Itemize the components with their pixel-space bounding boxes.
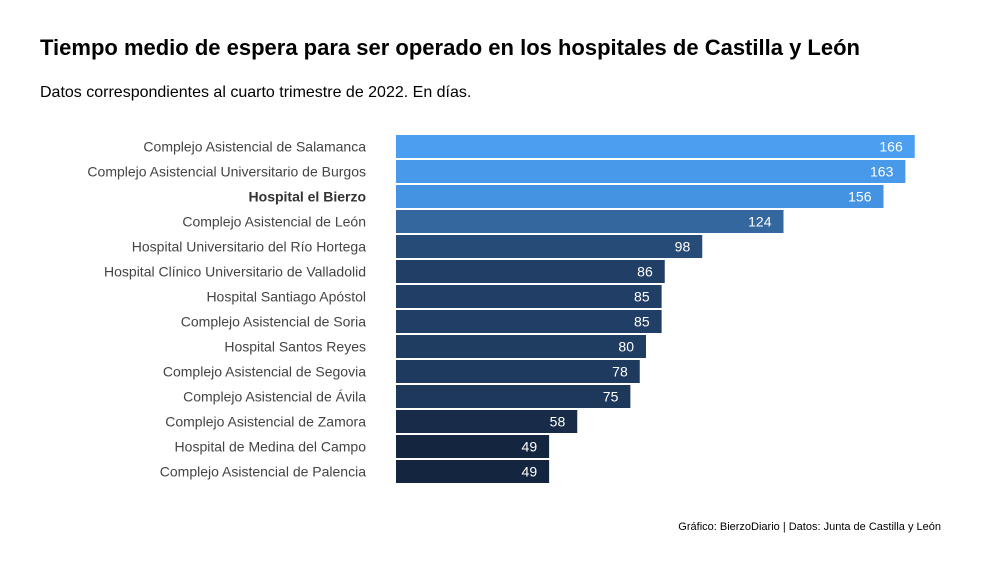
category-label: Hospital Clínico Universitario de Vallad…: [104, 264, 366, 280]
chart-title: Tiempo medio de espera para ser operado …: [40, 35, 860, 60]
value-label: 85: [634, 314, 650, 330]
bar: [396, 135, 915, 158]
chart-source: Gráfico: BierzoDiario | Datos: Junta de …: [678, 521, 941, 533]
bar: [396, 185, 884, 208]
category-label: Hospital Santos Reyes: [224, 339, 366, 355]
value-label: 75: [603, 389, 619, 405]
bar: [396, 160, 906, 183]
bar: [396, 410, 578, 433]
category-label: Complejo Asistencial de Soria: [181, 314, 366, 330]
bars-group: [396, 135, 915, 483]
bar: [396, 385, 631, 408]
value-label: 49: [522, 439, 538, 455]
bar: [396, 335, 646, 358]
category-label: Complejo Asistencial de Zamora: [165, 414, 366, 430]
value-label: 124: [748, 214, 772, 230]
category-label: Hospital el Bierzo: [249, 189, 366, 205]
category-label: Complejo Asistencial de Ávila: [183, 389, 366, 405]
value-label: 163: [870, 164, 894, 180]
bar: [396, 260, 665, 283]
bar: [396, 360, 640, 383]
value-label: 86: [637, 264, 653, 280]
bar: [396, 210, 784, 233]
value-label: 85: [634, 289, 650, 305]
category-labels-group: Complejo Asistencial de Salamanca Complej…: [87, 139, 366, 480]
value-label: 49: [522, 464, 538, 480]
value-label: 58: [550, 414, 566, 430]
value-label: 80: [618, 339, 634, 355]
category-label: Hospital de Medina del Campo: [175, 439, 367, 455]
bar: [396, 285, 662, 308]
value-label: 78: [612, 364, 628, 380]
bar: [396, 235, 703, 258]
value-label: 166: [879, 139, 903, 155]
category-label: Hospital Santiago Apóstol: [206, 289, 366, 305]
category-label: Complejo Asistencial Universitario de Bu…: [87, 164, 366, 180]
category-label: Hospital Universitario del Río Hortega: [132, 239, 366, 255]
category-label: Complejo Asistencial de Palencia: [160, 464, 366, 480]
category-label: Complejo Asistencial de Salamanca: [143, 139, 366, 155]
value-label: 156: [848, 189, 872, 205]
bar: [396, 460, 550, 483]
value-label: 98: [675, 239, 691, 255]
chart-subtitle: Datos correspondientes al cuarto trimest…: [40, 84, 472, 101]
category-label: Complejo Asistencial de León: [182, 214, 366, 230]
category-label: Complejo Asistencial de Segovia: [163, 364, 366, 380]
bar: [396, 435, 550, 458]
bar: [396, 310, 662, 333]
